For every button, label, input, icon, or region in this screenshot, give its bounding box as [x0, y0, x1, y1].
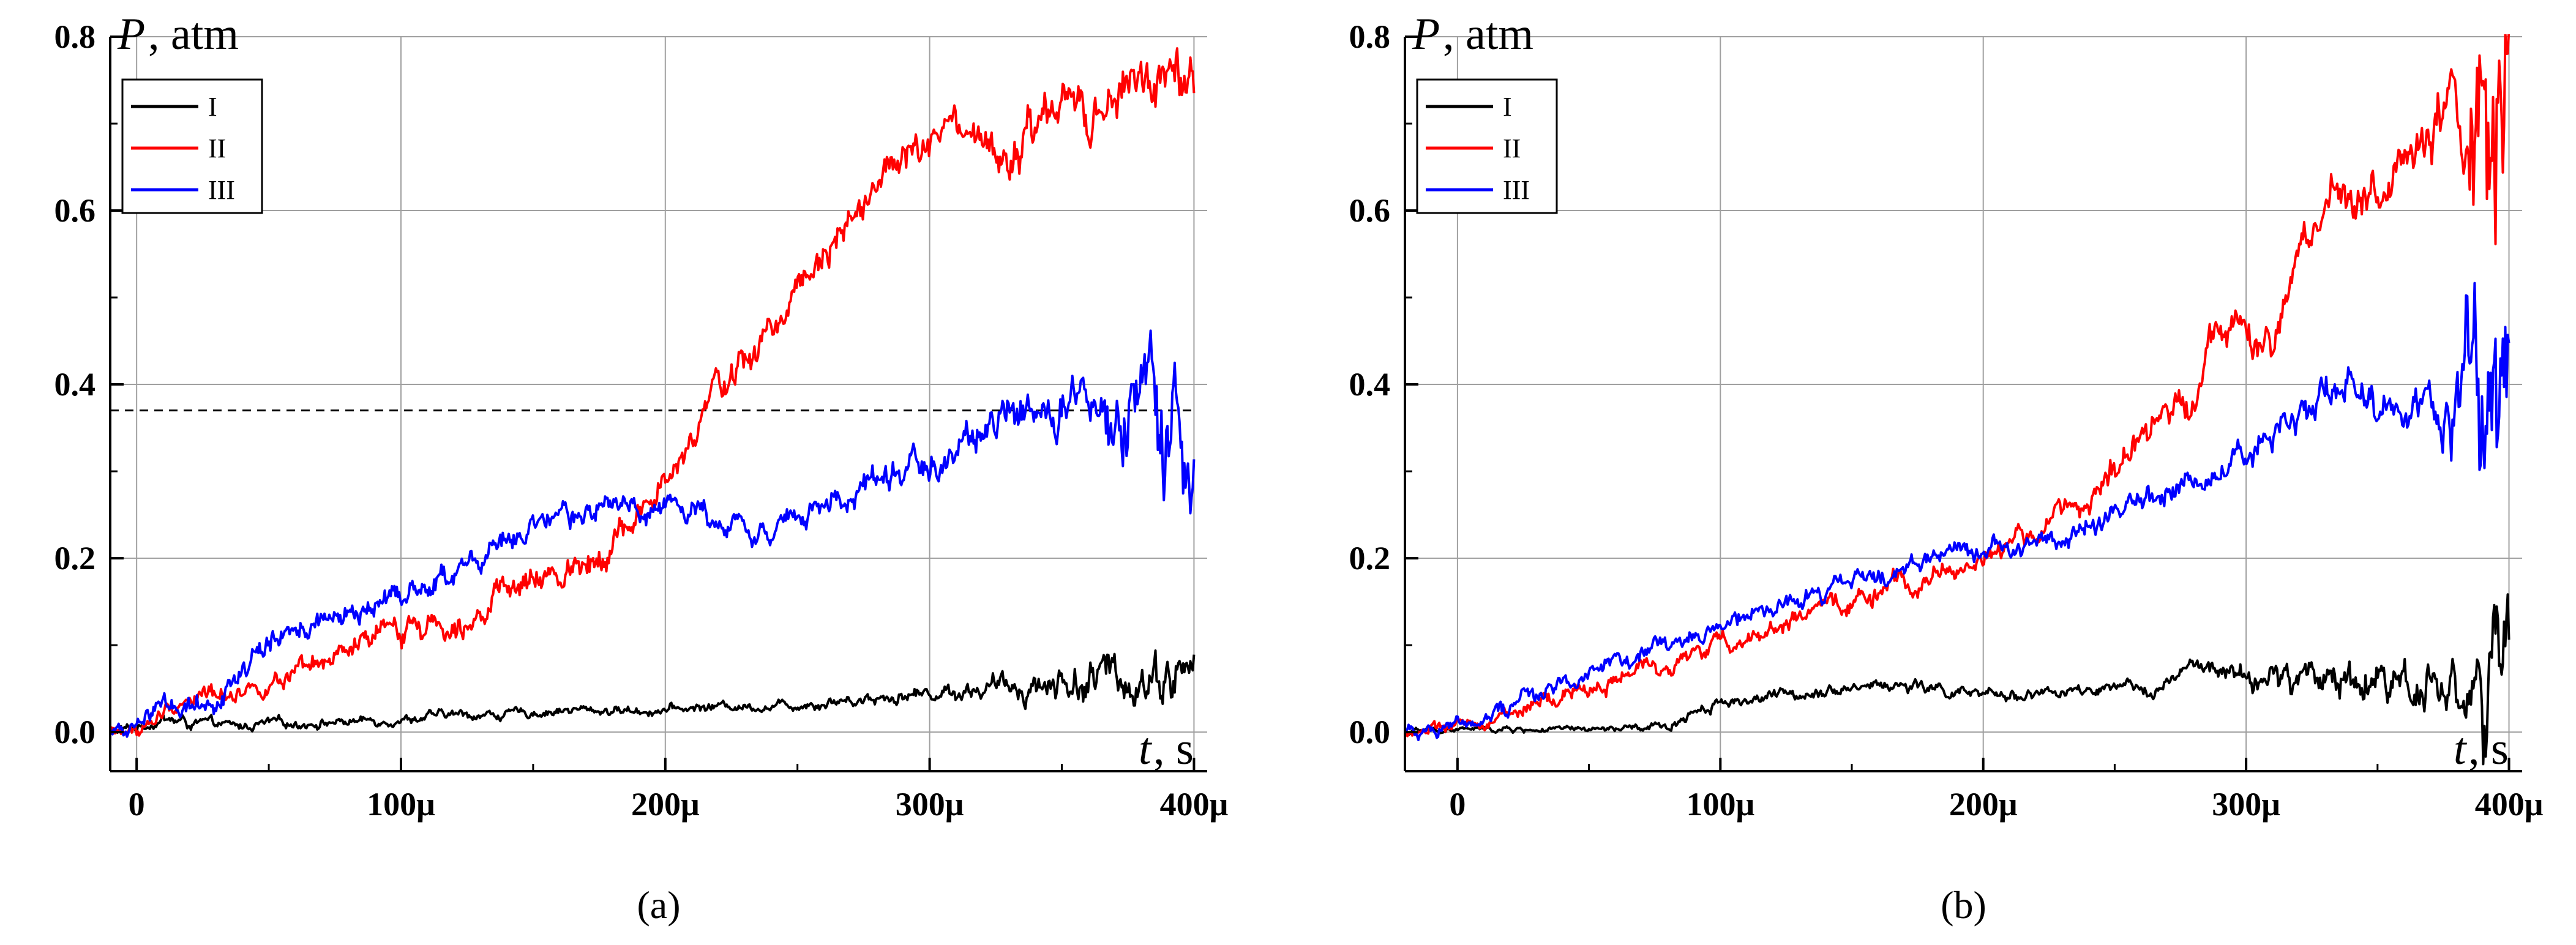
panel-b-ylabel-symbol: P — [1412, 9, 1440, 59]
panel-b-ylabel-unit: , atm — [1443, 9, 1533, 59]
panel-a-xtick-label-4: 400μ — [1160, 786, 1229, 823]
panel-a-ytick-label-4: 0.8 — [54, 18, 96, 55]
panel-b-grid — [1405, 36, 2522, 771]
panel-a-ytick-label-1: 0.2 — [54, 540, 96, 577]
panel-a-xlabel-unit: , s — [1153, 724, 1194, 774]
panel-b-ytick-label-1: 0.2 — [1349, 540, 1391, 577]
panel-b-xtick-label-2: 200μ — [1949, 786, 2018, 823]
panel-b-plot-area — [1405, 37, 2522, 771]
panel-a-ytick-label-0: 0.0 — [54, 714, 96, 750]
panel-a-xtick-label-3: 300μ — [896, 786, 964, 823]
panel-b-xtick-label-0: 0 — [1449, 786, 1466, 823]
panel-b-y-ticks: 0.0 0.2 0.4 0.6 0.8 — [1349, 18, 1418, 750]
panel-a-series — [110, 47, 1196, 738]
panel-a-ytick-label-2: 0.4 — [54, 366, 96, 403]
panel-b-series-iii-line — [1405, 282, 2510, 741]
panel-b-series — [1405, 34, 2510, 766]
panel-a-ylabel-symbol: P — [117, 9, 145, 59]
panel-b-ytick-label-3: 0.6 — [1349, 192, 1391, 229]
panel-a-legend-label-ii: II — [208, 133, 226, 163]
panel-a-legend-label-iii: III — [208, 175, 235, 205]
panel-a-legend-label-i: I — [208, 92, 217, 122]
panel-b-xlabel-unit: , s — [2468, 724, 2509, 774]
panel-b-x-ticks: 0 100μ 200μ 300μ 400μ — [1449, 758, 2543, 823]
panel-a-series-iii-line — [110, 329, 1196, 738]
panel-b-series-i-line — [1405, 593, 2510, 766]
panel-a-x-ticks: 0 100μ 200μ 300μ 400μ — [129, 758, 1229, 823]
panel-a-xlabel-symbol: t — [1139, 724, 1153, 774]
panel-a-xtick-label-0: 0 — [129, 786, 145, 823]
panel-b-xtick-label-4: 400μ — [2475, 786, 2544, 823]
panel-a: 0 100μ 200μ 300μ 400μ 0.0 0.2 0.4 0.6 0.8 P , at… — [54, 9, 1229, 927]
panel-a-ytick-label-3: 0.6 — [54, 192, 96, 229]
panel-b-axes — [1404, 37, 2522, 772]
panel-a-xtick-label-2: 200μ — [631, 786, 700, 823]
panel-b-label: (b) — [1941, 883, 1986, 927]
panel-b-xtick-label-1: 100μ — [1686, 786, 1754, 823]
panel-b-legend-box — [1416, 78, 1558, 214]
panel-b-xlabel-symbol: t — [2454, 724, 2468, 774]
panel-a-series-i-line — [110, 649, 1196, 734]
panel-b-xtick-label-3: 300μ — [2212, 786, 2280, 823]
panel-a-legend-box — [121, 78, 263, 214]
panel-a-y-ticks: 0.0 0.2 0.4 0.6 0.8 — [54, 18, 124, 750]
panel-a-grid — [110, 36, 1207, 771]
panel-b-ytick-label-2: 0.4 — [1349, 366, 1391, 403]
panel-b-series-ii-line — [1405, 34, 2510, 738]
panel-b: 0 100μ 200μ 300μ 400μ 0.0 0.2 0.4 0.6 0.8 P , at… — [1349, 9, 2544, 927]
panel-b-ytick-label-4: 0.8 — [1349, 18, 1391, 55]
panel-a-xtick-label-1: 100μ — [367, 786, 435, 823]
panel-a-label: (a) — [637, 883, 680, 927]
panel-a-ylabel-unit: , atm — [148, 9, 239, 59]
panel-b-legend-label-iii: III — [1503, 175, 1530, 205]
panel-b-ytick-label-0: 0.0 — [1349, 714, 1391, 750]
panel-a-axes — [109, 37, 1207, 772]
panel-b-legend-label-ii: II — [1503, 133, 1521, 163]
panel-b-legend-label-i: I — [1503, 92, 1512, 122]
panel-a-series-ii-line — [110, 47, 1196, 737]
